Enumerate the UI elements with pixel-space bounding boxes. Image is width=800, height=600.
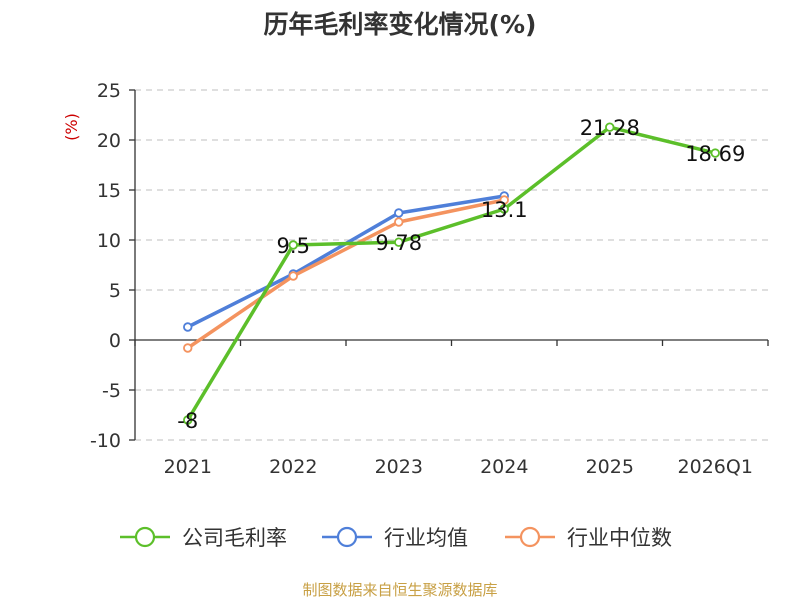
legend-item: 行业中位数 bbox=[505, 526, 672, 550]
series-industry-median bbox=[183, 195, 509, 353]
legend-item: 公司毛利率 bbox=[120, 526, 287, 550]
data-label: -8 bbox=[177, 409, 198, 433]
data-point bbox=[183, 415, 193, 425]
x-tick-label: 2026Q1 bbox=[678, 456, 753, 478]
legend-label: 行业均值 bbox=[384, 526, 468, 550]
chart-title: 历年毛利率变化情况(%) bbox=[264, 10, 537, 39]
data-point bbox=[394, 208, 404, 218]
x-tick-label: 2022 bbox=[269, 456, 317, 478]
series-line bbox=[186, 194, 505, 329]
data-label: 13.1 bbox=[481, 198, 528, 222]
y-tick-label: 5 bbox=[109, 280, 121, 302]
data-label: 21.28 bbox=[580, 116, 640, 140]
legend-label: 公司毛利率 bbox=[182, 526, 287, 550]
series-industry-mean bbox=[183, 191, 509, 332]
legend: 公司毛利率 行业均值 行业中位数 bbox=[120, 526, 672, 550]
data-point bbox=[499, 204, 509, 214]
data-point bbox=[394, 217, 404, 227]
axes: 25 20 15 10 5 0 -5 -10 2021 2022 2023 2024 2025 2026Q… bbox=[90, 80, 769, 478]
data-point bbox=[183, 343, 193, 353]
x-tick-label: 2025 bbox=[586, 456, 634, 478]
y-tick-label: -10 bbox=[90, 430, 121, 452]
data-point bbox=[605, 122, 615, 132]
x-tick-label: 2021 bbox=[164, 456, 212, 478]
y-tick-label: 20 bbox=[97, 130, 121, 152]
legend-marker bbox=[134, 526, 156, 548]
data-point bbox=[288, 271, 298, 281]
y-tick-label: 0 bbox=[109, 330, 121, 352]
data-label: 9.78 bbox=[375, 231, 422, 255]
x-tick-label: 2024 bbox=[480, 456, 528, 478]
data-point bbox=[499, 195, 509, 205]
legend-marker bbox=[336, 526, 358, 548]
legend-marker bbox=[519, 526, 541, 548]
data-point bbox=[710, 148, 720, 158]
source-note: 制图数据来自恒生聚源数据库 bbox=[302, 581, 497, 599]
y-tick-label: -5 bbox=[102, 380, 121, 402]
legend-label: 行业中位数 bbox=[567, 526, 672, 550]
legend-item: 行业均值 bbox=[322, 526, 468, 550]
data-label: 18.69 bbox=[685, 142, 745, 166]
data-point bbox=[394, 237, 404, 247]
data-labels: -8 9.5 9.78 13.1 21.28 18.69 bbox=[177, 116, 745, 433]
y-tick-label: 25 bbox=[97, 80, 121, 102]
y-axis-unit-label: (%) bbox=[62, 113, 81, 141]
data-point bbox=[183, 322, 193, 332]
series-group bbox=[183, 122, 720, 425]
data-point bbox=[288, 240, 298, 250]
data-label: 9.5 bbox=[277, 234, 310, 258]
series-line bbox=[186, 125, 716, 421]
y-tick-label: 10 bbox=[97, 230, 121, 252]
series-company-gross-margin bbox=[183, 122, 720, 425]
y-tick-label: 15 bbox=[97, 180, 121, 202]
x-tick-label: 2023 bbox=[375, 456, 423, 478]
series-line bbox=[186, 198, 505, 350]
